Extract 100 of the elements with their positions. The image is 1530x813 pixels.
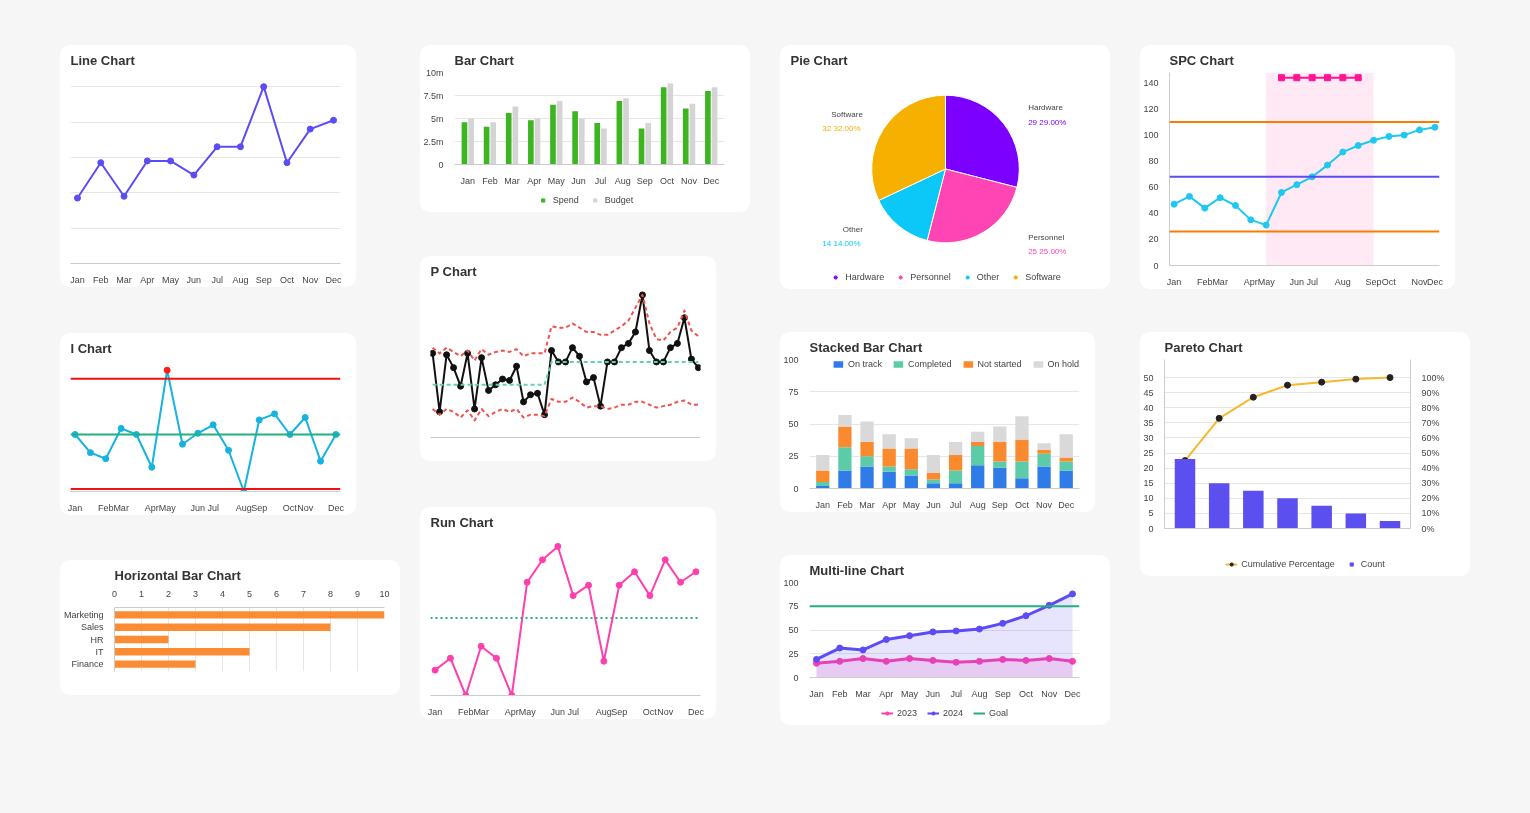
x-tick-label: Dec [1064, 688, 1082, 699]
y-tick-label: 75 [788, 386, 799, 397]
x-tick-label: Jun [926, 499, 941, 510]
y2-tick-label: 70% [1421, 417, 1440, 428]
slice-label: Personnel [1028, 233, 1065, 243]
chart-title: Bar Chart [454, 52, 515, 68]
y-tick-label: 0 [438, 159, 444, 170]
y-tick-label: 100 [1143, 130, 1159, 141]
x-tick-label: Nov [302, 274, 319, 285]
x-tick-label: Aug [595, 706, 612, 717]
y-tick-label: 45 [1143, 387, 1154, 398]
x-tick-label: Dec [1426, 276, 1444, 287]
x-tick-label: Jun [571, 175, 586, 186]
x-tick-label: Nov [297, 502, 314, 513]
x-tick-label: Dec [1058, 499, 1075, 510]
x-tick-label: Sep [994, 688, 1011, 699]
chart-title: SPC Chart [1169, 52, 1235, 68]
data-label: 32 32.00% [822, 124, 861, 134]
x-tick-label: Mar [504, 175, 520, 186]
legend-label: Not started [977, 359, 1022, 369]
x-tick-label: Sep [1365, 276, 1382, 287]
y-tick-label: 120 [1143, 104, 1159, 115]
x-tick-label: Jan [427, 706, 443, 717]
y-tick-label: 40 [1148, 208, 1159, 219]
x-tick-label: Jul [1306, 276, 1318, 287]
y-tick-label: 60 [1148, 182, 1159, 193]
x-tick-label: 10 [379, 588, 390, 599]
data-label: 14 14.00% [822, 239, 861, 249]
x-tick-label: Aug [235, 502, 252, 513]
y-tick-label: 0 [793, 483, 799, 494]
x-tick-label: Apr [527, 175, 542, 186]
x-tick-label: Apr [879, 688, 894, 699]
x-tick-label: Nov [681, 175, 698, 186]
x-tick-label: Sep [636, 175, 653, 186]
x-tick-label: Mar [113, 502, 129, 513]
x-tick-label: Jul [949, 499, 962, 510]
y-tick-label: 20 [1143, 463, 1154, 474]
legend-label: Completed [907, 359, 952, 369]
x-tick-label: 8 [328, 588, 334, 599]
x-tick-label: Jul [207, 502, 219, 513]
y-tick-label: 7.5m [423, 90, 444, 101]
x-tick-label: Jan [815, 499, 831, 510]
x-tick-label: Mar [859, 499, 875, 510]
y-tick-label: 50 [788, 419, 799, 429]
x-tick-label: Aug [1334, 276, 1351, 287]
chart-title: Pie Chart [790, 52, 849, 68]
y2-tick-label: 50% [1421, 448, 1440, 459]
legend-label: On track [847, 359, 882, 369]
x-tick-label: Dec [327, 502, 345, 513]
legend-label: Other [976, 272, 1000, 282]
data-label: 29 29.00% [1028, 117, 1067, 127]
y-tick-label: 0 [1148, 523, 1154, 534]
x-tick-label: Feb [837, 499, 853, 510]
x-tick-label: May [1257, 276, 1276, 287]
slice-label: Hardware [1028, 103, 1064, 113]
x-tick-label: 2 [166, 588, 172, 599]
x-tick-label: Oct [1381, 276, 1397, 287]
x-tick-label: Apr [140, 274, 155, 285]
x-tick-label: Oct [642, 706, 658, 717]
x-tick-label: Sep [251, 502, 268, 513]
x-tick-label: 6 [274, 588, 280, 599]
y-tick-label: 30 [1143, 432, 1154, 443]
y-tick-label: 100 [783, 577, 799, 588]
x-tick-label: Jul [567, 706, 579, 717]
x-tick-label: 9 [355, 588, 361, 599]
y-tick-label: 10m [425, 67, 444, 78]
chart-title: Pareto Chart [1164, 339, 1244, 355]
x-tick-label: Nov [1036, 499, 1053, 510]
x-tick-label: Dec [325, 274, 343, 285]
x-tick-label: Aug [969, 499, 986, 510]
y2-tick-label: 0% [1421, 523, 1435, 534]
legend-label: 2023 [896, 708, 917, 718]
slice-label: Software [831, 110, 864, 120]
data-label: 25 25.00% [1028, 247, 1067, 257]
x-tick-label: Apr [144, 502, 159, 513]
legend-label: Budget [604, 195, 634, 205]
x-tick-label: Dec [687, 706, 705, 717]
y2-tick-label: 100% [1421, 372, 1445, 383]
x-tick-label: May [518, 706, 537, 717]
x-tick-label: Oct [282, 502, 298, 513]
y-tick-label: 2.5m [423, 136, 444, 147]
x-tick-label: Jan [809, 688, 824, 699]
x-tick-label: Feb [482, 175, 498, 186]
y-tick-label: 50 [1143, 372, 1154, 383]
x-tick-label: Feb [98, 502, 114, 513]
x-tick-label: Aug [232, 274, 249, 285]
legend-label: 2024 [943, 708, 964, 718]
x-tick-label: Sep [255, 274, 272, 285]
x-tick-label: Mar [1212, 276, 1228, 287]
x-tick-label: Apr [882, 499, 897, 510]
y2-tick-label: 90% [1421, 387, 1440, 398]
legend-label: Spend [552, 195, 579, 205]
x-tick-label: Sep [991, 499, 1008, 510]
y-tick-label: 25 [788, 648, 799, 659]
legend-label: Cumulative Percentage [1241, 559, 1335, 569]
y-tick-label: 25 [788, 451, 799, 462]
chart-title: Multi-line Chart [809, 562, 905, 578]
x-tick-label: Feb [1197, 276, 1213, 287]
x-tick-label: 0 [112, 588, 118, 599]
y2-tick-label: 80% [1421, 402, 1440, 413]
